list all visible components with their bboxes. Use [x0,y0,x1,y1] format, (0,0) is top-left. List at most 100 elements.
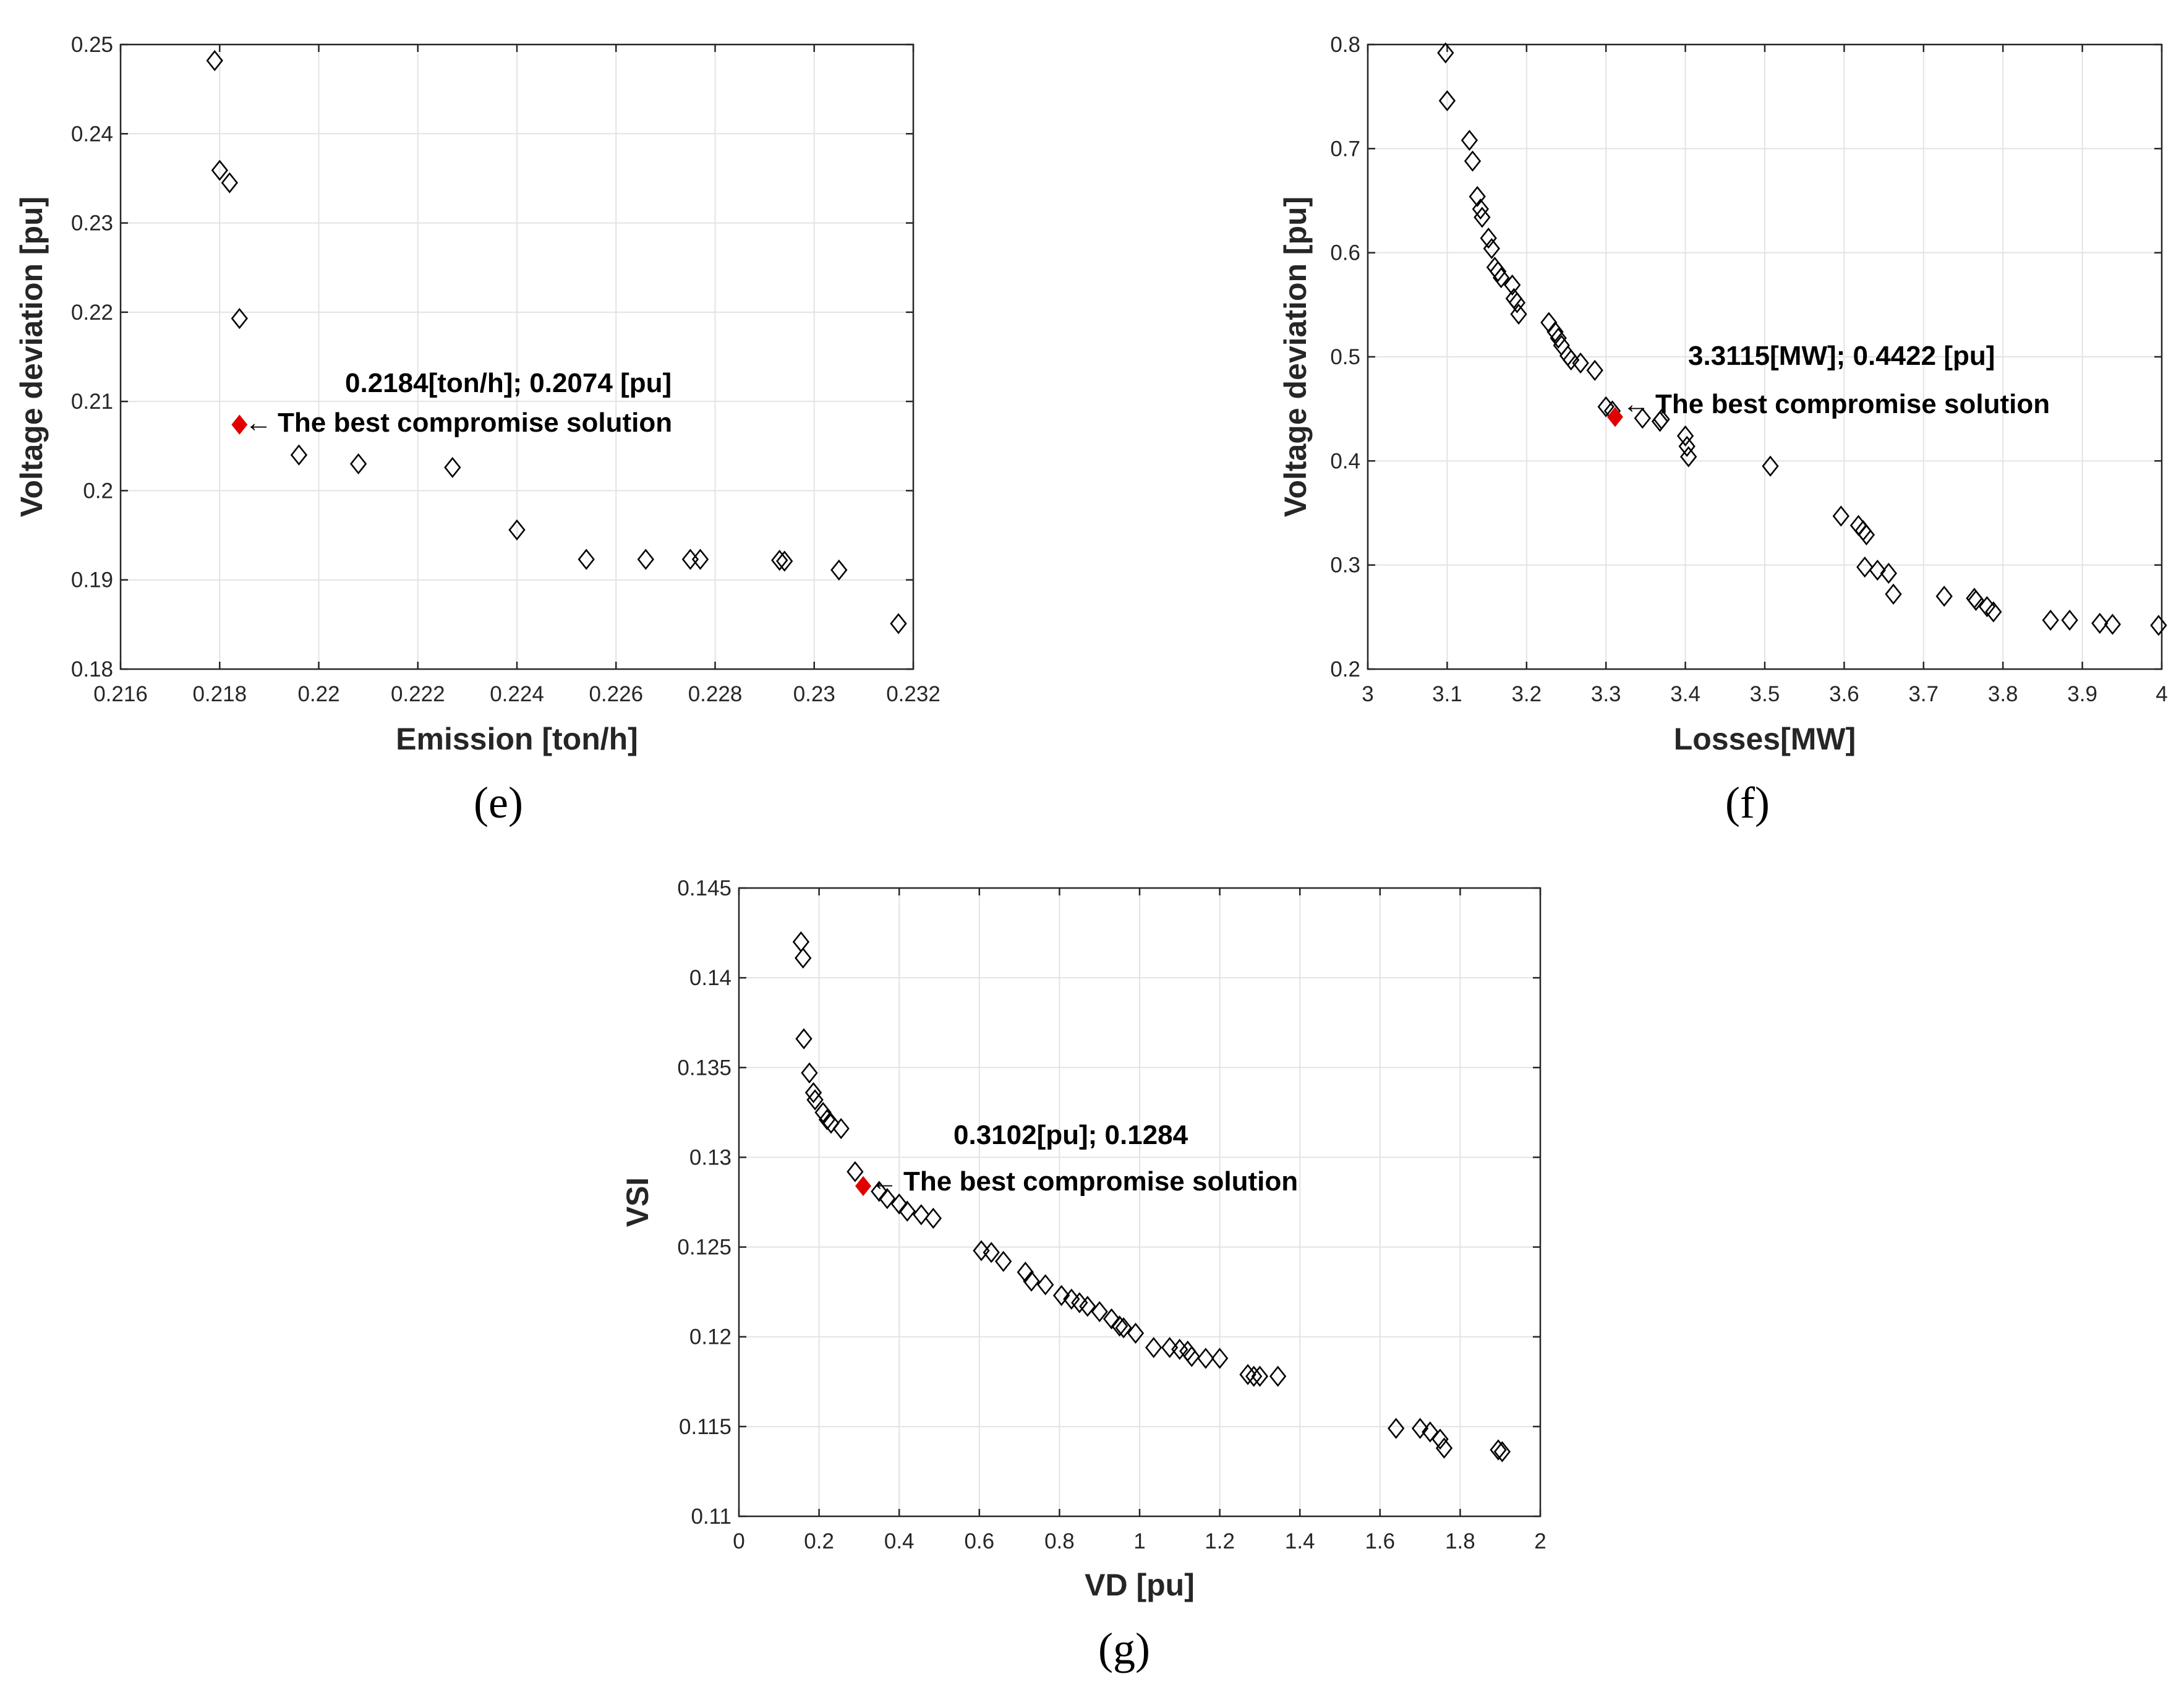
panel-f-annotation-label: The best compromise solution [1655,389,2050,419]
panel-g-data-point [890,1193,908,1215]
panel-f-annotation-value: 3.3115[MW]; 0.4422 [pu] [1688,341,1995,371]
panel-g-data-point [1111,1315,1128,1337]
panel-f-data-point [1493,267,1510,289]
panel-g-data-point [1493,1441,1511,1463]
panel-f-data-point [1437,42,1454,64]
panel-g-data-point [1023,1270,1040,1292]
panel-f-y-tick-label: 0.5 [1330,345,1360,369]
panel-f-data-point [1586,359,1603,381]
panel-g-x-tick-label: 1.8 [1445,1529,1475,1553]
panel-e-grid [120,44,914,670]
panel-e: 0.216 0.218 0.22 0.222 0.224 0.226 0.228 0.23 0.… [14,33,941,827]
panel-g-grid [738,887,1541,1517]
panel-e-y-axis-label: Voltage deviation [pu] [14,197,49,518]
panel-e-annotation-label: The best compromise solution [278,408,672,438]
panel-e-data-point [890,613,907,634]
panel-f-y-tick-label: 0.6 [1330,241,1360,265]
panel-g-data-point [913,1204,930,1226]
panel-g-annotation-label: The best compromise solution [903,1166,1298,1197]
panel-g-y-tick-label: 0.145 [677,876,732,900]
panel-e-x-tick-label: 0.228 [688,682,743,706]
panel-e-data-point [776,550,793,572]
panel-f-x-tick-label: 3.5 [1750,682,1780,706]
panel-e-data-point [290,444,308,466]
panel-g-x-tick-label: 0.8 [1044,1529,1075,1553]
panel-e-y-tick-label: 0.22 [71,301,113,325]
panel-e-data-point [830,559,848,581]
panel-e-y-tick-label: 0.23 [71,211,113,236]
panel-e-y-tick-label: 0.24 [71,122,113,146]
panel-e-x-tick-label: 0.222 [391,682,445,706]
panel-e-data-point [578,549,595,570]
panel-e-data-point [637,549,654,570]
panel-g-data-point [1388,1417,1405,1439]
panel-f-data-point [1849,515,1867,536]
panel-f-data-point [1563,349,1580,371]
panel-g-data-point [1017,1262,1034,1283]
panel-g-data-point [1411,1417,1429,1439]
panel-f-data-point [1510,303,1527,325]
panel-f-y-tick-label: 0.3 [1330,553,1360,578]
panel-f-x-tick-label: 4 [2156,682,2167,706]
panel-g-data-point [879,1188,896,1210]
panel-g-y-tick-label: 0.125 [677,1236,732,1260]
panel-f-data-point [1885,583,1902,605]
panel-e-y-tick-label: 0.25 [71,33,113,57]
panel-f-data-point [1935,586,1953,607]
panel-g-data-point [1183,1346,1200,1367]
panel-f-data-point [1856,556,1874,578]
panel-f-data-point [1634,408,1651,429]
panel-f-data-point [1832,505,1849,527]
panel-f-x-tick-label: 3 [1362,682,1373,706]
panel-f-data-point [1474,207,1491,228]
panel-f: 3 3.1 3.2 3.3 3.4 3.5 3.6 3.7 3.8 3.9 4 0.2 0.3 0.4 0.… [1278,33,2168,827]
panel-g-data-point [795,1028,813,1049]
panel-g-annotation-value: 0.3102[pu]; 0.1284 [953,1120,1188,1150]
panel-e-y-tick-label: 0.19 [71,568,113,592]
panel-e-y-tick-label: 0.18 [71,657,113,681]
panel-f-x-tick-label: 3.9 [2067,682,2097,706]
panel-f-data-point [1489,260,1507,283]
panel-f-data-point [1680,446,1697,468]
panel-g-data-point [1422,1421,1439,1443]
panel-g-y-tick-label: 0.135 [677,1056,732,1080]
panel-g-x-tick-label: 0 [733,1529,744,1553]
panel-g-data-point [1115,1317,1132,1339]
panel-f-data-point [2150,615,2167,636]
panel-f-caption: (f) [1725,778,1770,827]
panel-g-data-point [983,1242,1000,1263]
panel-e-x-tick-label: 0.232 [886,682,941,706]
panel-f-data-point [1464,150,1482,172]
panel-g-data-point [818,1109,836,1130]
panel-g-data-point [871,1181,888,1202]
panel-g-data-point [792,931,810,953]
panel-g-data-point [973,1240,990,1262]
panel-f-x-tick-label: 3.3 [1591,682,1621,706]
panel-f-data-point [1508,292,1526,314]
panel-g-data-point [1239,1364,1256,1385]
panel-e-annotation-arrow: ← [245,408,272,438]
panel-f-data-point [1438,90,1456,111]
panel-g-best-compromise-point [855,1176,871,1197]
panel-f-data-point [1858,524,1875,545]
panel-g-data-point [1197,1347,1214,1369]
panel-e-best-compromise-point [231,414,248,435]
panel-e-points [206,49,907,634]
panel-f-data-point [1546,321,1564,343]
panel-e-x-tick-label: 0.224 [490,682,544,706]
panel-g-annotation-arrow: ← [871,1166,898,1197]
panel-f-y-tick-label: 0.2 [1330,657,1360,681]
panel-f-points [1437,42,2167,636]
panel-g-data-point [1103,1308,1120,1330]
panel-e-x-tick-label: 0.23 [793,682,835,706]
panel-f-y-tick-label: 0.4 [1330,449,1360,473]
panel-g-y-tick-label: 0.12 [689,1325,732,1349]
panel-f-x-tick-label: 3.1 [1432,682,1462,706]
panel-f-best-compromise-point [1607,407,1623,427]
panel-e-data-point [444,456,461,478]
panel-g-x-tick-label: 0.2 [804,1529,834,1553]
panel-e-y-tick-label: 0.2 [83,479,113,503]
panel-f-data-point [1762,455,1779,477]
panel-g-data-point [1435,1437,1453,1459]
panel-f-x-tick-label: 3.4 [1670,682,1700,706]
